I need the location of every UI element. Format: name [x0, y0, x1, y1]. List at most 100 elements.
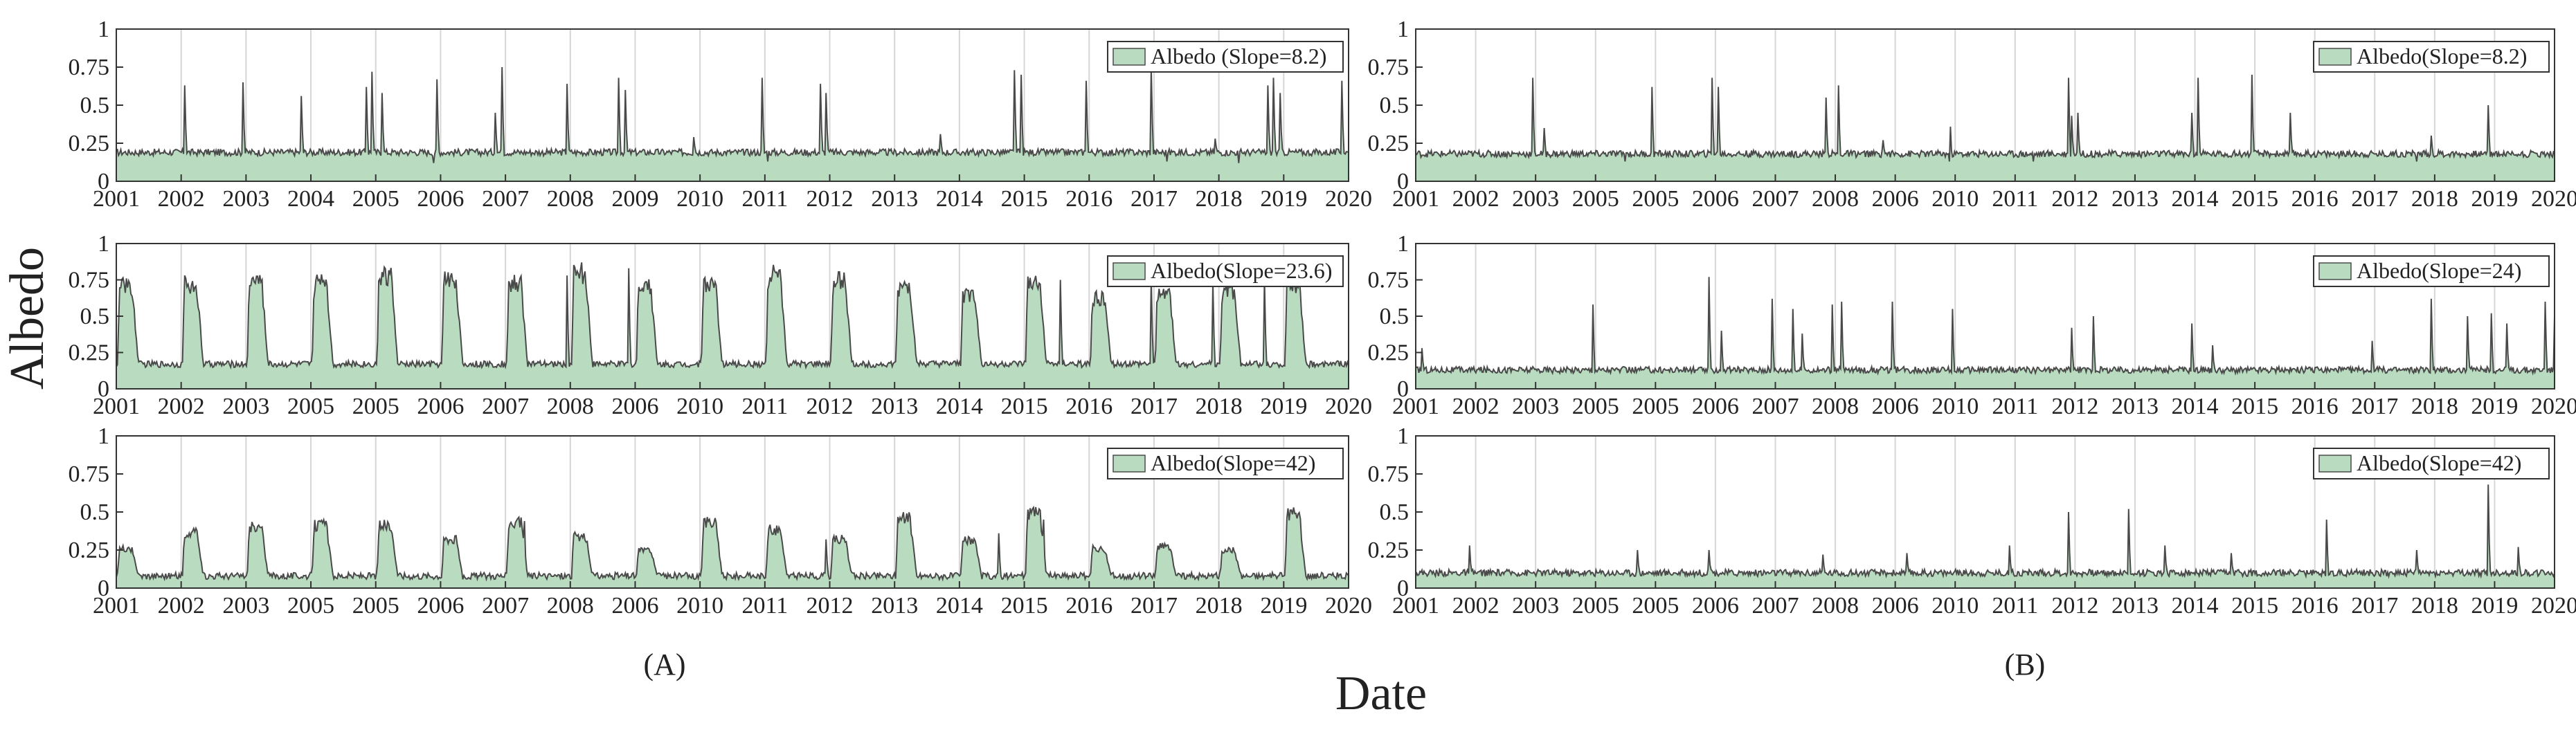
x-tick-label: 2010 [1931, 593, 1979, 619]
legend-swatch [2319, 48, 2351, 65]
x-tick-label: 2019 [2471, 394, 2518, 419]
x-tick-label: 2012 [807, 186, 854, 212]
y-tick-label: 0.75 [1368, 55, 1409, 80]
x-tick-label: 2017 [1131, 186, 1178, 212]
x-tick-label: 2010 [1931, 394, 1979, 419]
x-tick-label: 2012 [807, 394, 854, 419]
x-tick-label: 2012 [807, 593, 854, 619]
y-tick-label: 0.75 [69, 55, 110, 80]
x-tick-label: 2007 [1751, 186, 1799, 212]
panel-label-a: (A) [643, 648, 685, 681]
x-tick-label: 2006 [1692, 394, 1739, 419]
x-tick-label: 2017 [2351, 593, 2398, 619]
x-tick-label: 2017 [2351, 186, 2398, 212]
legend-swatch [1113, 455, 1145, 472]
x-tick-label: 2003 [222, 593, 269, 619]
x-tick-label: 2006 [1872, 186, 1919, 212]
x-tick-label: 2018 [1196, 186, 1243, 212]
x-tick-label: 2005 [1572, 394, 1619, 419]
x-tick-label: 2016 [1065, 186, 1113, 212]
x-tick-label: 2015 [2231, 593, 2278, 619]
x-tick-label: 2007 [1751, 394, 1799, 419]
y-tick-label: 0.5 [80, 500, 110, 525]
x-tick-label: 2005 [1572, 593, 1619, 619]
x-tick-label: 2010 [1931, 186, 1979, 212]
y-tick-label: 0.5 [80, 304, 110, 329]
legend-swatch [1113, 48, 1145, 65]
x-tick-label: 2012 [2051, 394, 2098, 419]
series-area-B2 [1416, 277, 2555, 389]
x-tick-label: 2008 [547, 394, 594, 419]
y-tick-label: 0.5 [1380, 304, 1409, 329]
y-tick-label: 0.25 [69, 538, 110, 563]
legend-B3: Albedo(Slope=42) [2314, 448, 2549, 479]
x-tick-label: 2013 [871, 593, 918, 619]
legend-label: Albedo(Slope=23.6) [1151, 258, 1332, 283]
x-tick-label: 2006 [611, 593, 658, 619]
x-tick-label: 2006 [417, 186, 464, 212]
x-tick-label: 2001 [93, 186, 140, 212]
y-tick-label: 1 [1397, 423, 1409, 449]
y-tick-label: 0.75 [1368, 461, 1409, 487]
x-tick-label: 2014 [2172, 593, 2219, 619]
legend-A1: Albedo (Slope=8.2) [1108, 42, 1343, 72]
x-tick-label: 2011 [1992, 394, 2038, 419]
x-tick-label: 2005 [352, 394, 399, 419]
y-tick-label: 0.25 [1368, 131, 1409, 156]
x-tick-label: 2014 [2172, 394, 2219, 419]
x-tick-label: 2012 [2051, 593, 2098, 619]
x-tick-label: 2002 [158, 394, 205, 419]
x-tick-label: 2014 [936, 593, 983, 619]
x-tick-label: 2008 [1812, 186, 1859, 212]
x-tick-label: 2005 [1632, 593, 1679, 619]
y-tick-label: 0.5 [1380, 93, 1409, 118]
x-tick-label: 2018 [1196, 593, 1243, 619]
x-tick-label: 2004 [287, 186, 334, 212]
x-tick-label: 2003 [1512, 394, 1559, 419]
x-tick-label: 2020 [2531, 394, 2576, 419]
x-tick-label: 2005 [287, 394, 334, 419]
x-tick-label: 2005 [1572, 186, 1619, 212]
x-tick-label: 2020 [2531, 593, 2576, 619]
x-tick-label: 2003 [1512, 186, 1559, 212]
x-tick-label: 2006 [417, 593, 464, 619]
x-tick-label: 2007 [482, 394, 529, 419]
legend-label: Albedo(Slope=24) [2357, 258, 2521, 283]
x-tick-label: 2008 [547, 593, 594, 619]
x-tick-label: 2017 [1131, 394, 1178, 419]
x-tick-label: 2009 [611, 186, 658, 212]
x-tick-label: 2001 [93, 593, 140, 619]
x-tick-label: 2002 [1452, 394, 1499, 419]
x-axis-label: Date [1335, 667, 1427, 720]
y-tick-label: 0.75 [1368, 268, 1409, 293]
x-tick-label: 2013 [871, 394, 918, 419]
x-tick-label: 2003 [222, 186, 269, 212]
x-tick-label: 2005 [352, 593, 399, 619]
x-tick-label: 2020 [1325, 186, 1372, 212]
x-tick-label: 2017 [2351, 394, 2398, 419]
x-tick-label: 2013 [2111, 593, 2159, 619]
x-tick-label: 2006 [1692, 593, 1739, 619]
x-tick-label: 2005 [1632, 394, 1679, 419]
y-tick-label: 0.25 [69, 340, 110, 366]
y-axis-label: Albedo [1, 247, 54, 390]
x-tick-label: 2020 [1325, 593, 1372, 619]
x-tick-label: 2016 [2291, 186, 2339, 212]
x-tick-label: 2001 [1392, 186, 1439, 212]
legend-swatch [1113, 263, 1145, 280]
x-tick-label: 2015 [2231, 186, 2278, 212]
x-tick-label: 2002 [158, 593, 205, 619]
x-tick-label: 2008 [1812, 394, 1859, 419]
x-tick-label: 2015 [1001, 186, 1048, 212]
x-tick-label: 2005 [1632, 186, 1679, 212]
x-tick-label: 2001 [93, 394, 140, 419]
y-tick-label: 0.25 [1368, 340, 1409, 366]
x-tick-label: 2010 [676, 593, 723, 619]
x-tick-label: 2007 [1751, 593, 1799, 619]
y-tick-label: 0.25 [1368, 538, 1409, 563]
